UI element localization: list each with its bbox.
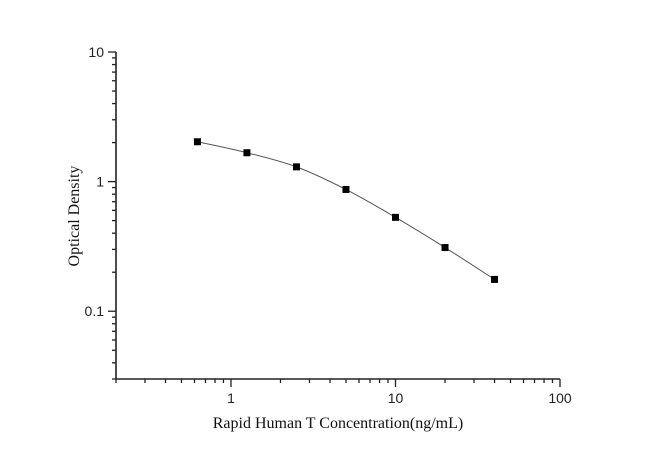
data-point-marker [243,149,251,157]
y-tick-label: 1 [96,174,104,190]
data-point-marker [441,244,449,252]
x-tick-label: 1 [227,390,235,406]
x-tick-label: 10 [388,390,404,406]
fit-curve [197,141,495,280]
data-point-marker [342,185,350,193]
y-tick-label: 10 [88,44,104,60]
x-axis: 1 10 100 [115,378,572,406]
y-tick-label: 0.1 [85,303,105,319]
x-axis-title: Rapid Human T Concentration(ng/mL) [213,415,463,432]
data-point-marker [491,275,499,283]
x-tick-label: 100 [548,390,572,406]
plot-area [193,138,499,283]
data-point-marker [292,163,300,171]
y-axis-title: Optical Density [66,166,83,267]
data-point-marker [391,213,399,221]
y-axis: 0.1 1 10 [85,44,117,380]
data-point-marker [193,138,201,146]
